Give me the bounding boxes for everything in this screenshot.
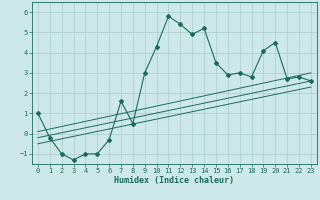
X-axis label: Humidex (Indice chaleur): Humidex (Indice chaleur)	[115, 176, 234, 185]
